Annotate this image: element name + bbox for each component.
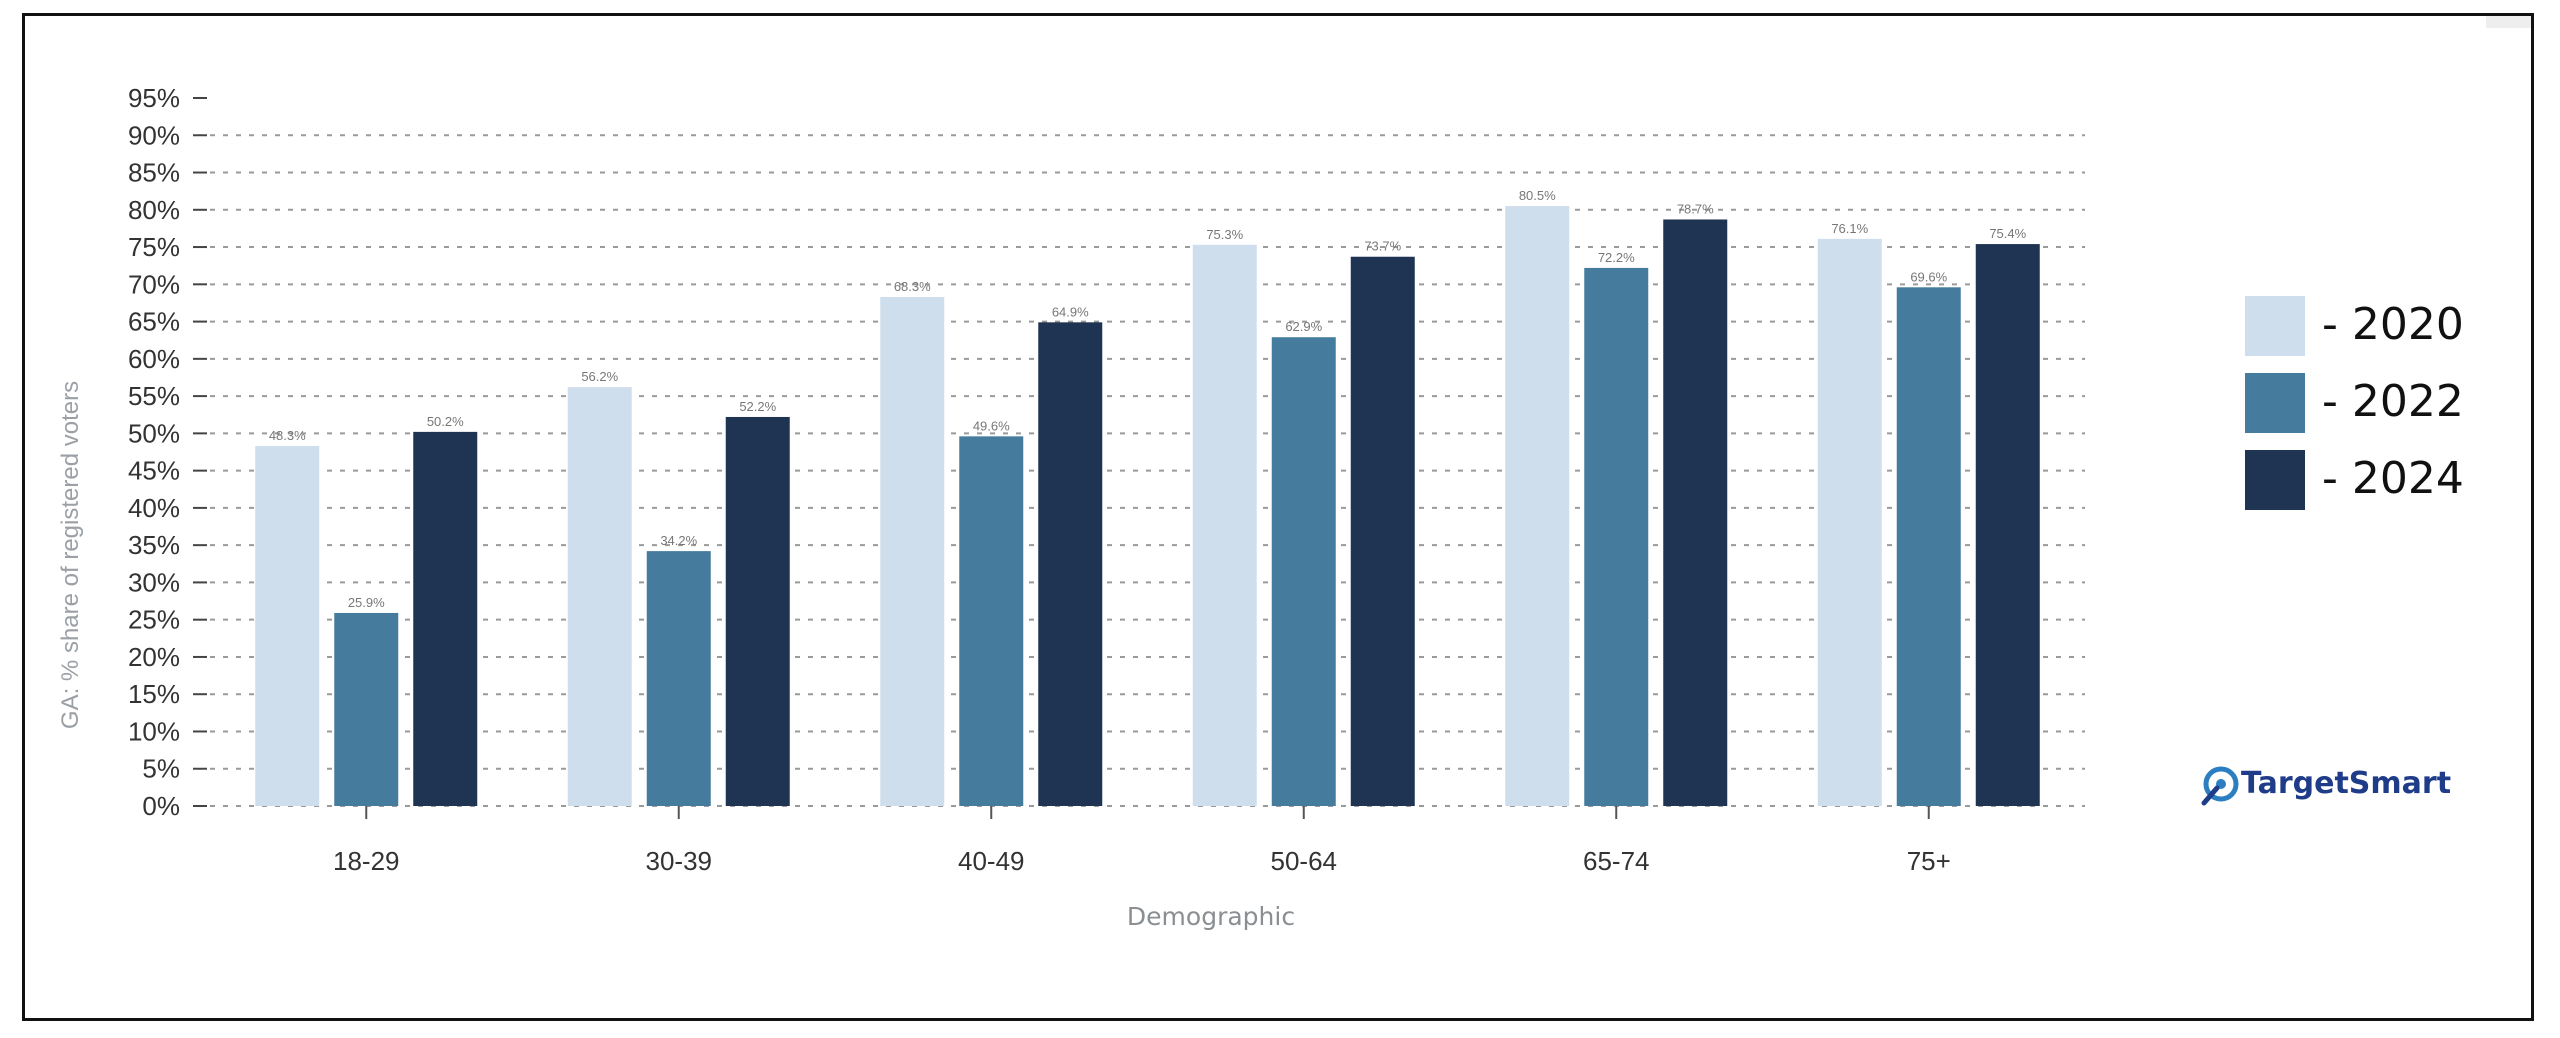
y-tick-label: 65% [128,307,180,337]
data-label: 69.6% [1910,269,1947,284]
bars [255,206,2040,807]
bar [1038,322,1103,806]
data-label: 52.2% [739,399,776,414]
bar [959,436,1024,806]
y-tick-label: 0% [142,791,180,821]
legend-swatch [2245,296,2305,356]
y-axis-ticks: 0% 5% 10% 15% 20% 25% 30% 35% 40% 45% 50% 55% 60% 65%… [128,83,207,821]
y-tick-label: 90% [128,120,180,150]
y-tick-label: 70% [128,269,180,299]
x-tick-label: 75+ [1907,846,1951,876]
y-tick-label: 80% [128,195,180,225]
x-axis-title: Demographic [1127,902,1295,931]
legend-label: - 2024 [2322,453,2464,504]
y-tick-label: 25% [128,605,180,635]
data-label: 73.7% [1364,239,1401,254]
y-tick-label: 75% [128,232,180,262]
x-tick-label: 18-29 [333,846,400,876]
bar [334,612,399,806]
data-label: 25.9% [348,595,385,610]
legend-swatch [2245,450,2305,510]
bar [413,431,478,806]
y-tick-label: 30% [128,567,180,597]
y-tick-label: 35% [128,530,180,560]
data-label: 64.9% [1052,304,1089,319]
bar [646,551,711,806]
legend-label: - 2022 [2322,376,2464,427]
bar [725,416,790,806]
bar [1817,238,1882,806]
logo-target-icon [2201,766,2239,806]
data-label: 48.3% [269,428,306,443]
y-tick-label: 15% [128,679,180,709]
logo-text: TargetSmart [2241,766,2451,801]
bar [255,446,320,806]
bar [1350,256,1415,806]
data-label: 62.9% [1285,319,1322,334]
y-axis-title: GA: % share of registered voters [57,381,84,729]
y-tick-label: 60% [128,344,180,374]
x-tick-label: 40-49 [958,846,1025,876]
bar [1896,287,1961,806]
y-tick-label: 95% [128,83,180,113]
data-label: 50.2% [427,414,464,429]
data-label: 75.3% [1206,227,1243,242]
bar [1975,244,2040,806]
x-tick-label: 65-74 [1583,846,1650,876]
data-label: 76.1% [1831,221,1868,236]
targetsmart-logo: TargetSmart [2201,766,2451,806]
y-tick-label: 85% [128,158,180,188]
data-label: 68.3% [894,279,931,294]
y-tick-label: 50% [128,418,180,448]
data-label: 72.2% [1598,250,1635,265]
data-label: 49.6% [973,418,1010,433]
data-label: 34.2% [660,533,697,548]
bar [1663,219,1728,806]
bar [1505,206,1570,806]
y-tick-label: 40% [128,493,180,523]
y-tick-label: 10% [128,716,180,746]
y-tick-label: 45% [128,456,180,486]
corner-tab [2486,16,2531,28]
bar [567,387,632,806]
x-tick-label: 30-39 [646,846,713,876]
bar [1584,267,1649,806]
bar [880,296,945,806]
legend: - 2020 - 2022 - 2024 [2245,296,2464,510]
y-tick-label: 55% [128,381,180,411]
x-tick-label: 50-64 [1271,846,1338,876]
bar [1192,244,1257,807]
bar [1271,337,1336,806]
data-label: 80.5% [1519,188,1556,203]
y-tick-label: 20% [128,642,180,672]
data-label: 75.4% [1989,226,2026,241]
y-tick-label: 5% [142,754,180,784]
x-axis-categories: 18-29 30-39 40-49 50-64 65-74 75+ [333,806,1951,876]
legend-label: - 2020 [2322,299,2464,350]
data-labels: 48.3% 25.9% 50.2% 56.2% 34.2% 52.2% 68.3% 49.6%… [269,188,2027,610]
data-label: 56.2% [581,369,618,384]
data-label: 78.7% [1677,201,1714,216]
legend-swatch [2245,373,2305,433]
gridlines [210,134,2085,807]
